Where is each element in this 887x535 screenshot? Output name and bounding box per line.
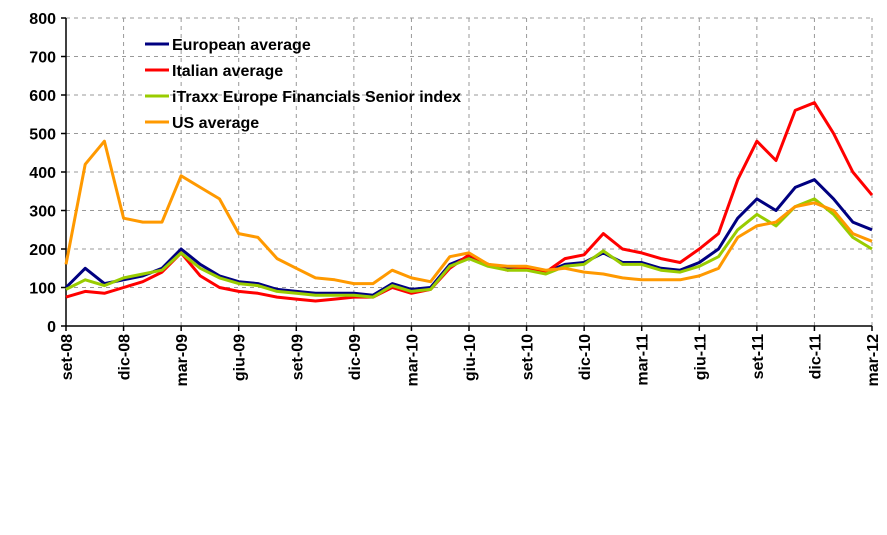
series-line xyxy=(64,178,873,297)
y-tick-label: 200 xyxy=(29,242,56,259)
x-tick-label: giu-11 xyxy=(692,334,709,380)
x-tick-label: giu-10 xyxy=(462,334,479,381)
y-tick-label: 0 xyxy=(47,319,56,336)
series-line xyxy=(64,139,873,286)
legend-label: European average xyxy=(172,37,311,54)
y-tick-label: 400 xyxy=(29,165,56,182)
x-tick-label: mar-11 xyxy=(635,334,652,386)
x-tick-label: set-11 xyxy=(750,334,767,379)
series-line xyxy=(65,101,874,303)
y-tick-label: 700 xyxy=(29,50,56,67)
y-tick-label: 600 xyxy=(29,88,56,105)
x-tick-label: dic-11 xyxy=(807,334,824,379)
x-tick-label: mar-12 xyxy=(865,334,882,387)
legend-label: iTraxx Europe Financials Senior index xyxy=(172,89,461,106)
x-tick-label: set-10 xyxy=(520,334,537,380)
y-tick-label: 300 xyxy=(29,204,56,221)
x-tick-label: dic-10 xyxy=(577,334,594,380)
legend-label: US average xyxy=(172,115,259,132)
x-tick-label: set-08 xyxy=(59,334,76,380)
x-tick-label: giu-09 xyxy=(232,334,249,381)
y-tick-label: 500 xyxy=(29,127,56,144)
x-tick-label: dic-08 xyxy=(117,334,134,380)
x-tick-label: dic-09 xyxy=(347,334,364,380)
legend-label: Italian average xyxy=(172,63,283,80)
x-tick-label: mar-09 xyxy=(174,334,191,387)
x-tick-label: set-09 xyxy=(289,334,306,380)
y-tick-label: 100 xyxy=(29,281,56,298)
series-line xyxy=(65,197,873,299)
x-tick-label: mar-10 xyxy=(404,334,421,387)
y-tick-label: 800 xyxy=(29,11,56,28)
